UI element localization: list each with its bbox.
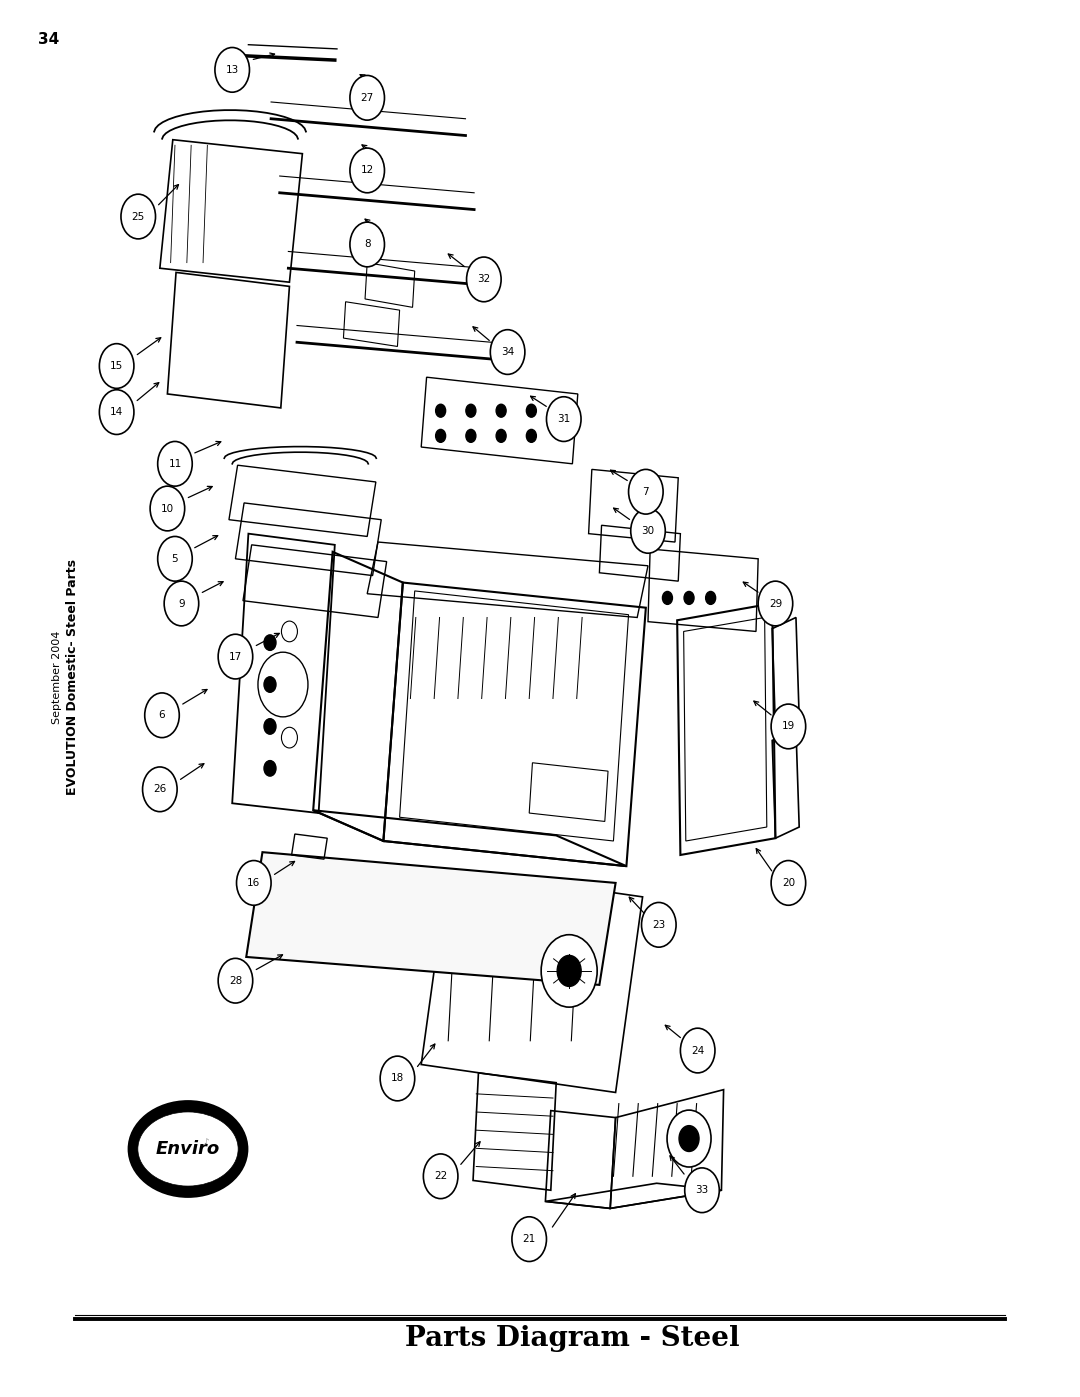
- Circle shape: [705, 591, 716, 605]
- Circle shape: [526, 429, 537, 443]
- Circle shape: [264, 634, 276, 651]
- Circle shape: [258, 652, 308, 717]
- Circle shape: [264, 676, 276, 693]
- Circle shape: [631, 509, 665, 553]
- Circle shape: [150, 486, 185, 531]
- Text: 6: 6: [159, 710, 165, 721]
- Text: September 2004: September 2004: [52, 630, 62, 724]
- Circle shape: [771, 704, 806, 749]
- Circle shape: [218, 634, 253, 679]
- Text: 24: 24: [691, 1045, 704, 1056]
- Text: 29: 29: [769, 598, 782, 609]
- Circle shape: [758, 581, 793, 626]
- Circle shape: [237, 861, 271, 905]
- Circle shape: [121, 194, 156, 239]
- Text: 16: 16: [247, 877, 260, 888]
- Circle shape: [218, 958, 253, 1003]
- Circle shape: [496, 429, 507, 443]
- Text: 34: 34: [38, 32, 59, 46]
- Circle shape: [662, 591, 673, 605]
- Text: Parts Diagram - Steel: Parts Diagram - Steel: [405, 1326, 740, 1352]
- Circle shape: [423, 1154, 458, 1199]
- Circle shape: [546, 397, 581, 441]
- Circle shape: [158, 441, 192, 486]
- Circle shape: [541, 935, 597, 1007]
- Text: 10: 10: [161, 503, 174, 514]
- Text: 32: 32: [477, 274, 490, 285]
- Text: 33: 33: [696, 1185, 708, 1196]
- Text: 13: 13: [226, 64, 239, 75]
- Text: 28: 28: [229, 975, 242, 986]
- Circle shape: [490, 330, 525, 374]
- Circle shape: [435, 404, 446, 418]
- Text: 34: 34: [501, 346, 514, 358]
- Text: 11: 11: [168, 458, 181, 469]
- Text: ♪: ♪: [203, 1137, 208, 1146]
- Circle shape: [435, 429, 446, 443]
- Circle shape: [642, 902, 676, 947]
- Text: EVOLUTION Domestic- Steel Parts: EVOLUTION Domestic- Steel Parts: [66, 559, 79, 795]
- Circle shape: [99, 344, 134, 388]
- Circle shape: [526, 404, 537, 418]
- Circle shape: [679, 1126, 699, 1151]
- Text: 5: 5: [172, 553, 178, 564]
- Ellipse shape: [138, 1112, 239, 1186]
- Circle shape: [158, 536, 192, 581]
- Circle shape: [465, 404, 476, 418]
- Circle shape: [99, 390, 134, 434]
- Circle shape: [145, 693, 179, 738]
- Text: 27: 27: [361, 92, 374, 103]
- Circle shape: [264, 718, 276, 735]
- Circle shape: [557, 956, 581, 986]
- Circle shape: [467, 257, 501, 302]
- Circle shape: [629, 469, 663, 514]
- Text: 17: 17: [229, 651, 242, 662]
- Circle shape: [264, 760, 276, 777]
- Circle shape: [350, 222, 384, 267]
- Text: 7: 7: [643, 486, 649, 497]
- Text: 23: 23: [652, 919, 665, 930]
- Text: 12: 12: [361, 165, 374, 176]
- Text: 22: 22: [434, 1171, 447, 1182]
- Text: 9: 9: [178, 598, 185, 609]
- Circle shape: [465, 429, 476, 443]
- Ellipse shape: [129, 1101, 247, 1196]
- Text: 15: 15: [110, 360, 123, 372]
- Text: 18: 18: [391, 1073, 404, 1084]
- Circle shape: [350, 75, 384, 120]
- Text: 21: 21: [523, 1234, 536, 1245]
- Circle shape: [164, 581, 199, 626]
- Text: 19: 19: [782, 721, 795, 732]
- Text: Enviro: Enviro: [156, 1140, 220, 1158]
- Circle shape: [684, 591, 694, 605]
- Text: 25: 25: [132, 211, 145, 222]
- Circle shape: [350, 148, 384, 193]
- Circle shape: [282, 728, 297, 747]
- Text: 30: 30: [642, 525, 654, 536]
- Circle shape: [496, 404, 507, 418]
- Text: 26: 26: [153, 784, 166, 795]
- Text: 14: 14: [110, 407, 123, 418]
- Circle shape: [282, 622, 297, 641]
- Circle shape: [771, 861, 806, 905]
- Circle shape: [380, 1056, 415, 1101]
- Circle shape: [685, 1168, 719, 1213]
- Circle shape: [512, 1217, 546, 1261]
- Text: 31: 31: [557, 414, 570, 425]
- Circle shape: [143, 767, 177, 812]
- Circle shape: [215, 47, 249, 92]
- Text: 20: 20: [782, 877, 795, 888]
- Polygon shape: [246, 852, 616, 985]
- Circle shape: [680, 1028, 715, 1073]
- Text: 8: 8: [364, 239, 370, 250]
- Circle shape: [667, 1111, 711, 1166]
